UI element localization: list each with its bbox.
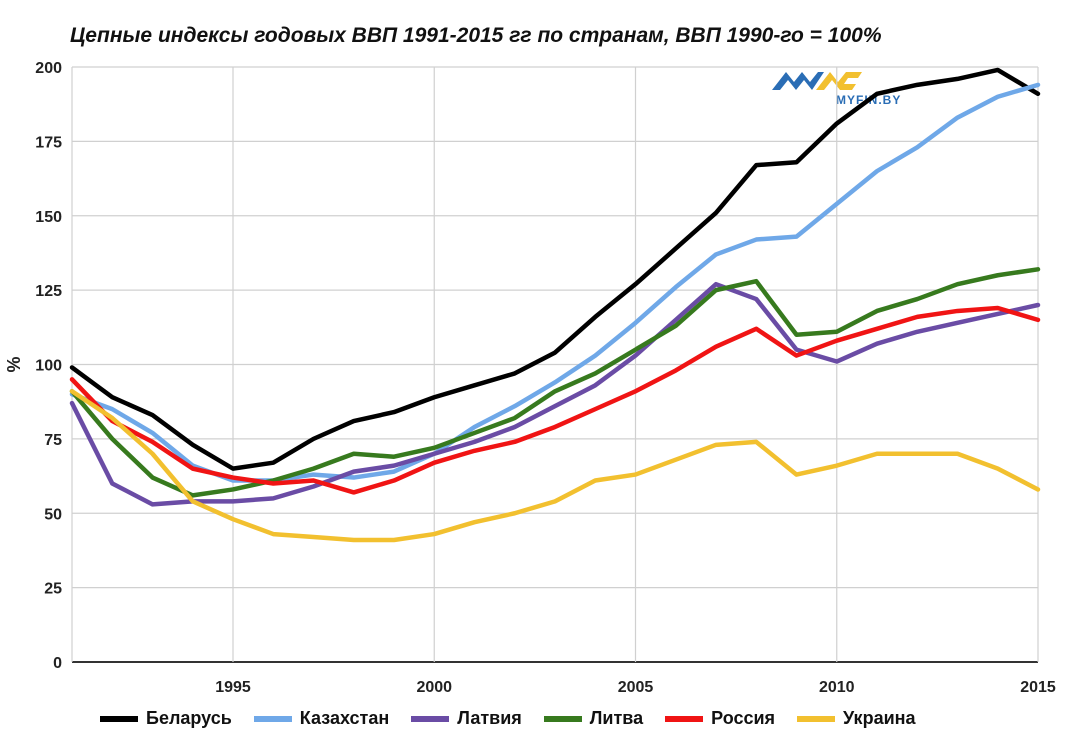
legend-label: Украина	[843, 708, 916, 728]
series-line-5	[69, 305, 1041, 495]
legend-item: Литва	[543, 708, 644, 729]
y-tick-label: 125	[35, 283, 62, 300]
legend-item: Украина	[797, 708, 916, 729]
legend-swatch	[253, 715, 292, 722]
legend-swatch	[100, 715, 138, 722]
series-line-4	[69, 267, 1041, 498]
series-lines	[69, 67, 1041, 543]
y-tick-label: 150	[35, 209, 62, 226]
legend-label: Литва	[589, 708, 644, 728]
series-line-3	[69, 281, 1041, 507]
logo-v-shape	[816, 72, 862, 90]
logo-m-shape	[772, 72, 824, 90]
x-tick-label: 2015	[1020, 679, 1056, 696]
legend-item: Россия	[665, 708, 775, 729]
legend-swatch	[797, 715, 836, 722]
x-tick-label: 2005	[618, 679, 654, 696]
legend-item: Латвия	[411, 708, 522, 729]
y-tick-label: 100	[35, 358, 62, 375]
x-tick-label: 1995	[215, 679, 251, 696]
series-line-6	[69, 389, 1041, 543]
line-chart: 0 25 50 75 100 125 150 175 200 1995 2000 2005 2010 20…	[4, 60, 1056, 696]
chart-title: Цепные индексы годовых ВВП 1991-2015 гг …	[70, 24, 882, 47]
y-tick-label: 25	[44, 581, 62, 598]
y-tick-label: 175	[35, 134, 62, 151]
legend-swatch	[665, 715, 704, 722]
legend-label: Беларусь	[146, 708, 232, 728]
legend-item: Беларусь	[100, 708, 232, 729]
legend-label: Казахстан	[299, 708, 390, 728]
y-tick-label: 75	[44, 432, 62, 449]
series-line-1	[69, 67, 1041, 471]
legend-label: Латвия	[457, 708, 522, 728]
y-tick-label: 200	[35, 60, 62, 77]
legend-label: Россия	[711, 708, 776, 728]
grid	[72, 66, 1039, 663]
series-line-2	[69, 82, 1041, 483]
x-tick-label: 2000	[416, 679, 452, 696]
legend-swatch	[543, 715, 582, 722]
y-axis-label: %	[4, 356, 24, 372]
y-tick-label: 50	[44, 506, 62, 523]
legend: Беларусь Казахстан Латвия Литва Россия Украин…	[100, 708, 916, 729]
x-tick-label: 2010	[819, 679, 855, 696]
y-tick-label: 0	[53, 655, 62, 672]
legend-swatch	[411, 715, 450, 722]
legend-item: Казахстан	[253, 708, 390, 729]
tick-labels: 0 25 50 75 100 125 150 175 200 1995 2000 2005 2010 20…	[4, 60, 1056, 696]
